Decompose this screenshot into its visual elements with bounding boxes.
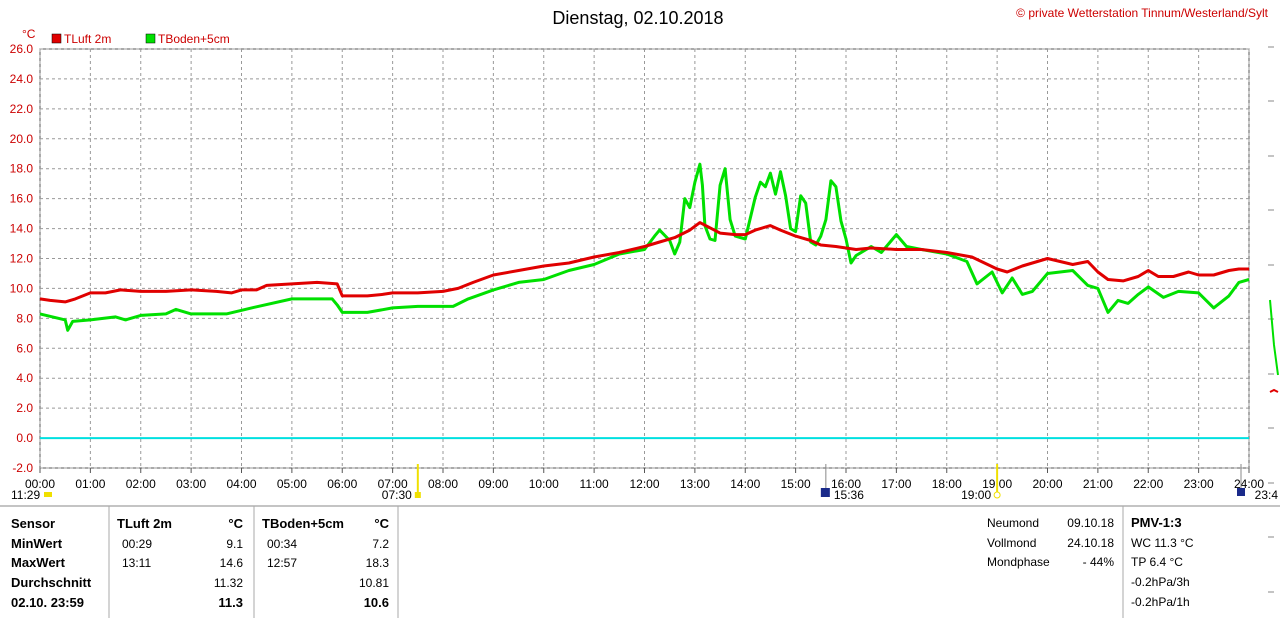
x-tick-label: 20:00 [1032, 477, 1062, 491]
row-min-time-boden: 00:34 [267, 537, 297, 551]
stats-table: Sensor TLuft 2m °C TBoden+5cm °C MinWert… [0, 505, 1280, 618]
row-max-time-boden: 12:57 [267, 556, 297, 570]
row-min-value-luft: 9.1 [226, 537, 243, 551]
y-tick-label: -2.0 [12, 461, 33, 475]
row-current-value-boden: 10.6 [364, 595, 389, 610]
pmv-pressure-3h: -0.2hPa/3h [1131, 575, 1190, 589]
chart-title: Dienstag, 02.10.2018 [552, 8, 723, 28]
moon-phase-value: - 44% [1083, 555, 1115, 569]
table-header-boden: TBoden+5cm [262, 516, 344, 531]
x-tick-label: 21:00 [1083, 477, 1113, 491]
series-line-luft [39, 221, 1249, 304]
x-tick-label: 16:00 [831, 477, 861, 491]
x-tick-label: 04:00 [226, 477, 256, 491]
pmv-wind-chill: WC 11.3 °C [1131, 536, 1194, 550]
y-tick-label: 14.0 [10, 222, 34, 236]
y-tick-label: 10.0 [10, 281, 34, 295]
y-tick-label: 16.0 [10, 192, 34, 206]
legend-label-luft: TLuft 2m [64, 32, 111, 46]
moon-new-value: 09.10.18 [1067, 516, 1114, 530]
x-tick-label: 13:00 [680, 477, 710, 491]
legend-swatch-luft [51, 33, 62, 44]
moonrise2-icon [1237, 488, 1245, 496]
moon-icon [44, 492, 52, 497]
sunset-icon [993, 491, 1001, 499]
y-tick-label: 8.0 [16, 311, 33, 325]
x-tick-label: 18:00 [932, 477, 962, 491]
series-layer [39, 162, 1250, 440]
y-tick-label: 18.0 [10, 162, 34, 176]
x-tick-label: 05:00 [277, 477, 307, 491]
x-tick-label: 10:00 [529, 477, 559, 491]
moonrise-label: 11:29 [11, 488, 40, 502]
right-edge-trend-green [1269, 299, 1279, 376]
x-tick-label: 00:00 [25, 477, 55, 491]
y-axis-labels: 26.0 24.0 22.0 20.0 18.0 16.0 14.0 12.0 10.0 8.0 6… [10, 42, 34, 475]
x-tick-label: 23:00 [1184, 477, 1214, 491]
moonset-label: 15:36 [834, 488, 864, 502]
sunset-label: 19:00 [961, 488, 991, 502]
row-min-value-boden: 7.2 [372, 537, 389, 551]
pmv-pressure-1h: -0.2hPa/1h [1131, 595, 1190, 609]
table-header-sensor: Sensor [11, 516, 55, 531]
moonrise2-label: 23:4 [1255, 488, 1279, 502]
row-max-time-luft: 13:11 [122, 556, 151, 570]
row-label-max: MaxWert [11, 555, 66, 570]
legend-label-boden: TBoden+5cm [158, 32, 230, 46]
sunrise-label: 07:30 [382, 488, 412, 502]
x-tick-label: 02:00 [126, 477, 156, 491]
x-tick-label: 07:00 [378, 477, 408, 491]
row-max-value-boden: 18.3 [366, 556, 390, 570]
moon-new-label: Neumond [987, 516, 1039, 530]
sun-moon-markers: 11:29 07:30 15:36 19:00 23:4 [11, 464, 1278, 502]
legend-swatch-boden [145, 33, 156, 44]
y-tick-label: 6.0 [16, 341, 33, 355]
table-header-boden-unit: °C [374, 516, 389, 531]
x-tick-label: 24:00 [1234, 477, 1264, 491]
table-header-luft-unit: °C [228, 516, 243, 531]
series-line-boden [39, 162, 1250, 332]
y-tick-label: 0.0 [16, 431, 33, 445]
row-label-avg: Durchschnitt [11, 575, 92, 590]
row-label-min: MinWert [11, 536, 63, 551]
pmv-dew-point: TP 6.4 °C [1131, 555, 1183, 569]
y-tick-label: 12.0 [10, 252, 34, 266]
y-tick-label: 22.0 [10, 102, 34, 116]
moon-phase-label: Mondphase [987, 555, 1050, 569]
y-tick-label: 24.0 [10, 72, 34, 86]
grid-layer [39, 48, 1250, 473]
table-header-luft: TLuft 2m [117, 516, 172, 531]
moon-full-label: Vollmond [987, 536, 1036, 550]
x-tick-label: 14:00 [730, 477, 760, 491]
pmv-title: PMV-1:3 [1131, 515, 1182, 530]
y-unit-label: °C [22, 27, 36, 41]
x-tick-label: 12:00 [629, 477, 659, 491]
copyright-notice: © private Wetterstation Tinnum/Westerlan… [1016, 6, 1269, 20]
row-max-value-luft: 14.6 [220, 556, 244, 570]
y-tick-label: 4.0 [16, 371, 33, 385]
moon-full-value: 24.10.18 [1067, 536, 1114, 550]
x-axis-labels: 00:00 01:00 02:00 03:00 04:00 05:00 06:00 07:00… [25, 477, 1264, 491]
row-current-value-luft: 11.3 [218, 595, 243, 610]
row-min-time-luft: 00:29 [122, 537, 152, 551]
y-tick-label: 20.0 [10, 132, 34, 146]
x-tick-label: 08:00 [428, 477, 458, 491]
moonset-icon [820, 488, 830, 497]
row-avg-value-luft: 11.32 [214, 576, 243, 590]
x-tick-label: 09:00 [478, 477, 508, 491]
x-tick-label: 01:00 [75, 477, 105, 491]
row-avg-value-boden: 10.81 [359, 576, 389, 590]
x-tick-label: 03:00 [176, 477, 206, 491]
x-tick-label: 15:00 [781, 477, 811, 491]
sun-icon [414, 492, 421, 498]
y-tick-label: 2.0 [16, 401, 33, 415]
row-label-current: 02.10. 23:59 [11, 595, 84, 610]
x-tick-label: 11:00 [580, 477, 609, 491]
y-tick-label: 26.0 [10, 42, 34, 56]
right-edge-trend-red [1269, 388, 1279, 393]
x-tick-label: 17:00 [881, 477, 911, 491]
x-tick-label: 06:00 [327, 477, 357, 491]
x-tick-label: 22:00 [1133, 477, 1163, 491]
